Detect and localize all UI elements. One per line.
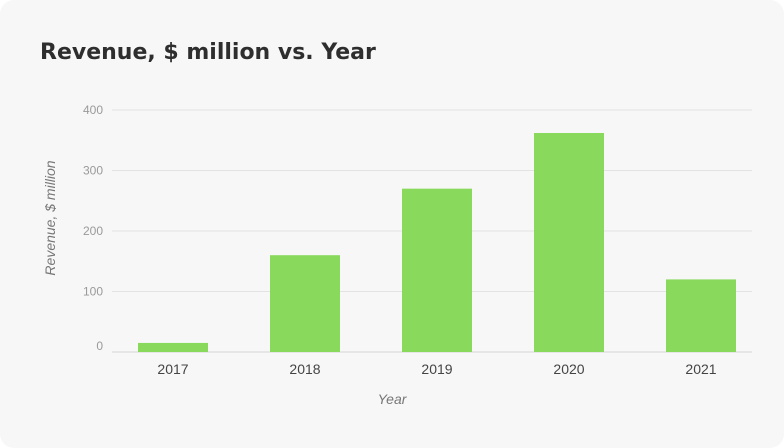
bar [534,132,604,352]
y-tick-label: 300 [83,164,103,178]
y-tick-label: 0 [96,339,103,353]
y-axis-label: Revenue, $ million [42,160,58,275]
y-tick-label: 400 [83,103,103,117]
bar [666,279,736,352]
x-tick-label: 2020 [553,361,584,377]
x-tick-label: 2019 [421,361,452,377]
y-axis-ticks: 0 100 200 300 400 [83,103,103,353]
x-tick-label: 2018 [289,361,320,377]
y-tick-label: 200 [83,224,103,238]
x-tick-label: 2017 [157,361,188,377]
bar [270,255,340,352]
bars [138,132,736,352]
x-axis-label: Year [378,391,408,407]
bar [402,188,472,352]
x-axis-ticks: 2017 2018 2019 2020 2021 [157,361,716,377]
bar [138,342,208,352]
chart-title: Revenue, $ million vs. Year [40,40,376,65]
y-tick-label: 100 [83,285,103,299]
x-tick-label: 2021 [685,361,716,377]
